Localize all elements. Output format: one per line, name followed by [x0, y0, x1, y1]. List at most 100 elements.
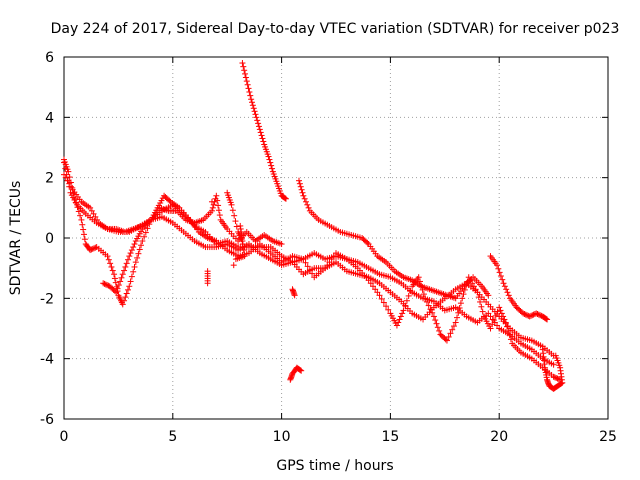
- data-point: [260, 138, 267, 145]
- data-point: [122, 263, 129, 270]
- data-point: [230, 262, 237, 269]
- data-point: [258, 132, 265, 139]
- data-point: [228, 201, 235, 208]
- data-point: [166, 197, 173, 204]
- data-point: [530, 311, 537, 318]
- y-tick-label: 2: [45, 171, 54, 187]
- data-point: [302, 198, 309, 205]
- series-s6: [296, 177, 492, 302]
- data-point: [553, 374, 560, 381]
- data-point: [255, 123, 262, 130]
- data-point: [91, 245, 98, 252]
- data-point: [246, 88, 253, 95]
- data-point: [123, 290, 130, 297]
- data-point: [403, 297, 410, 304]
- y-axis-label: SDTVAR / TECUs: [8, 181, 24, 296]
- data-point: [535, 311, 542, 318]
- data-point: [297, 183, 304, 190]
- data-point: [506, 332, 513, 339]
- data-point: [376, 292, 383, 299]
- data-point: [503, 286, 510, 293]
- data-point: [427, 306, 434, 313]
- data-point: [112, 279, 119, 286]
- data-point: [450, 323, 457, 330]
- data-point: [242, 70, 249, 77]
- data-point: [127, 250, 134, 257]
- data-point: [213, 192, 220, 199]
- data-point: [100, 280, 107, 287]
- data-point: [77, 212, 84, 219]
- data-point: [268, 162, 275, 169]
- data-point: [278, 241, 285, 248]
- data-point: [89, 245, 96, 252]
- data-point: [383, 303, 390, 310]
- data-point: [131, 241, 138, 248]
- data-point: [497, 307, 504, 314]
- data-point: [239, 60, 246, 67]
- data-point: [497, 273, 504, 280]
- data-point: [544, 316, 551, 323]
- data-point: [505, 292, 512, 299]
- data-point: [452, 319, 459, 326]
- series-s7: [487, 253, 551, 323]
- data-point: [301, 195, 308, 202]
- data-point: [122, 294, 129, 301]
- chart-title: Day 224 of 2017, Sidereal Day-to-day VTE…: [51, 21, 620, 37]
- data-point: [131, 263, 138, 270]
- data-point: [126, 253, 133, 260]
- data-point: [111, 271, 118, 278]
- x-tick-label: 0: [60, 429, 69, 445]
- data-point: [267, 159, 274, 166]
- data-point: [231, 212, 238, 219]
- data-point: [364, 239, 371, 246]
- data-point: [552, 352, 559, 359]
- data-point: [245, 85, 252, 92]
- data-point: [393, 322, 400, 329]
- data-point: [385, 306, 392, 313]
- data-point: [124, 286, 131, 293]
- y-tick-label: -2: [40, 291, 54, 307]
- data-point: [121, 297, 128, 304]
- y-tick-label: 4: [45, 110, 54, 126]
- data-points: [61, 60, 566, 392]
- data-point: [433, 320, 440, 327]
- data-point: [249, 99, 256, 106]
- data-point: [455, 309, 462, 316]
- data-point: [507, 336, 514, 343]
- data-point: [62, 174, 69, 181]
- data-point: [550, 373, 557, 380]
- data-point: [265, 153, 272, 160]
- data-point: [251, 108, 258, 115]
- y-tick-label: 6: [45, 50, 54, 66]
- data-point: [108, 263, 115, 270]
- data-point: [374, 289, 381, 296]
- data-point: [302, 259, 309, 266]
- y-tick-label: -6: [40, 412, 54, 428]
- data-point: [111, 275, 118, 282]
- data-point: [299, 189, 306, 196]
- data-point: [501, 283, 508, 290]
- data-point: [88, 246, 95, 253]
- data-point: [460, 291, 467, 298]
- data-point: [104, 282, 111, 289]
- data-point: [134, 254, 141, 261]
- data-point: [114, 285, 121, 292]
- x-tick-label: 20: [490, 429, 508, 445]
- data-point: [487, 313, 494, 320]
- data-point: [132, 259, 139, 266]
- data-point: [256, 126, 263, 133]
- x-tick-label: 5: [168, 429, 177, 445]
- data-point: [522, 311, 529, 318]
- x-tick-label: 10: [273, 429, 291, 445]
- data-point: [248, 96, 255, 103]
- data-point: [494, 262, 501, 269]
- data-point: [543, 315, 550, 322]
- data-point: [208, 207, 215, 214]
- data-point: [135, 250, 142, 257]
- data-point: [232, 218, 239, 225]
- chart-ticks: [63, 56, 609, 420]
- data-point: [126, 283, 133, 290]
- data-point: [400, 307, 407, 314]
- data-point: [524, 312, 531, 319]
- data-point: [253, 114, 260, 121]
